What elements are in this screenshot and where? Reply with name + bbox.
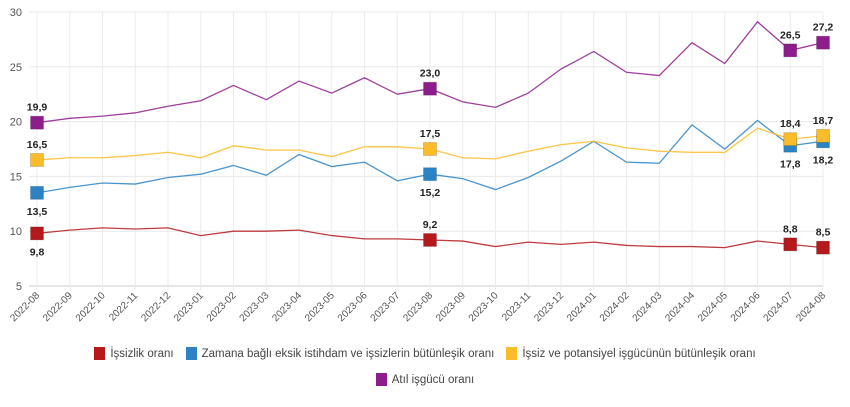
data-point-marker <box>816 128 830 143</box>
data-label: 23,0 <box>420 68 441 80</box>
data-point-marker <box>423 167 437 182</box>
data-point-marker <box>30 152 44 167</box>
legend-item[interactable]: Atıl işgücü oranı <box>375 373 475 386</box>
x-tick-label: 2022-09 <box>41 290 75 324</box>
x-tick-label: 2024-08 <box>794 290 828 324</box>
legend-label: İşsizlik oranı <box>110 347 174 360</box>
data-label: 13,5 <box>27 206 48 218</box>
data-label: 16,5 <box>27 139 48 151</box>
legend-swatch <box>185 347 197 360</box>
x-tick-label: 2022-08 <box>8 290 42 324</box>
data-label: 8,5 <box>816 227 831 239</box>
y-tick-label: 5 <box>16 281 22 293</box>
x-tick-label: 2024-03 <box>631 290 665 324</box>
x-tick-label: 2023-07 <box>369 290 403 324</box>
data-point-marker <box>816 240 830 255</box>
data-point-marker <box>783 237 798 252</box>
x-tick-label: 2024-02 <box>598 290 632 324</box>
y-tick-label: 15 <box>10 171 22 183</box>
data-label: 18,2 <box>813 154 834 166</box>
data-point-marker <box>423 81 437 96</box>
legend-row: İşsizlik oranı Zamana bağlı eksik istihda… <box>0 347 850 360</box>
legend-label: İşsiz ve potansiyel işgücünün bütünleşik… <box>522 347 756 360</box>
legend-label: Zamana bağlı eksik istihdam ve işsizleri… <box>201 347 495 360</box>
x-tick-label: 2023-04 <box>270 290 304 324</box>
legend-swatch <box>375 373 387 386</box>
data-label: 18,4 <box>780 118 801 130</box>
data-point-marker <box>30 115 44 130</box>
x-tick-label: 2023-11 <box>500 290 534 324</box>
legend-item[interactable]: İşsiz ve potansiyel işgücünün bütünleşik… <box>506 347 756 360</box>
data-label: 8,8 <box>783 223 798 235</box>
y-tick-label: 20 <box>10 117 22 129</box>
x-tick-label: 2024-07 <box>762 290 796 324</box>
x-tick-label: 2023-10 <box>467 290 501 324</box>
data-label: 17,8 <box>780 159 801 171</box>
legend-item[interactable]: Zamana bağlı eksik istihdam ve işsizleri… <box>185 347 495 360</box>
data-label: 9,2 <box>423 219 438 231</box>
data-point-marker <box>423 232 437 247</box>
x-tick-label: 2024-05 <box>696 290 730 324</box>
x-tick-label: 2023-12 <box>532 290 566 324</box>
data-label: 9,8 <box>30 246 45 258</box>
y-tick-label: 30 <box>10 7 22 19</box>
x-tick-label: 2022-11 <box>107 290 141 324</box>
legend-swatch <box>506 347 518 360</box>
data-label: 27,2 <box>813 22 834 34</box>
x-tick-label: 2023-05 <box>303 290 337 324</box>
y-tick-label: 10 <box>10 226 22 238</box>
data-point-marker <box>30 226 44 241</box>
data-label: 18,7 <box>813 115 834 127</box>
data-label: 26,5 <box>780 29 801 41</box>
x-tick-label: 2022-10 <box>74 290 108 324</box>
y-tick-label: 25 <box>10 62 22 74</box>
data-label: 15,2 <box>420 187 441 199</box>
x-tick-label: 2024-06 <box>729 290 763 324</box>
x-tick-label: 2023-08 <box>401 290 435 324</box>
x-tick-label: 2023-09 <box>434 290 468 324</box>
legend-label: Atıl işgücü oranı <box>391 373 475 386</box>
x-tick-label: 2023-03 <box>238 290 272 324</box>
data-label: 19,9 <box>27 102 48 114</box>
x-tick-label: 2024-01 <box>565 290 599 324</box>
data-point-marker <box>783 43 798 58</box>
x-tick-label: 2024-04 <box>663 290 697 324</box>
data-point-marker <box>783 132 798 147</box>
x-tick-label: 2022-12 <box>139 290 173 324</box>
data-point-marker <box>423 142 437 156</box>
data-point-marker <box>816 35 830 50</box>
x-tick-label: 2023-01 <box>172 290 206 324</box>
data-point-marker <box>30 185 44 200</box>
legend-swatch <box>94 347 106 360</box>
x-tick-label: 2023-02 <box>205 290 239 324</box>
x-tick-label: 2023-06 <box>336 290 370 324</box>
legend-row: Atıl işgücü oranı <box>0 373 850 386</box>
data-label: 17,5 <box>420 128 441 140</box>
legend-item[interactable]: İşsizlik oranı <box>94 347 174 360</box>
